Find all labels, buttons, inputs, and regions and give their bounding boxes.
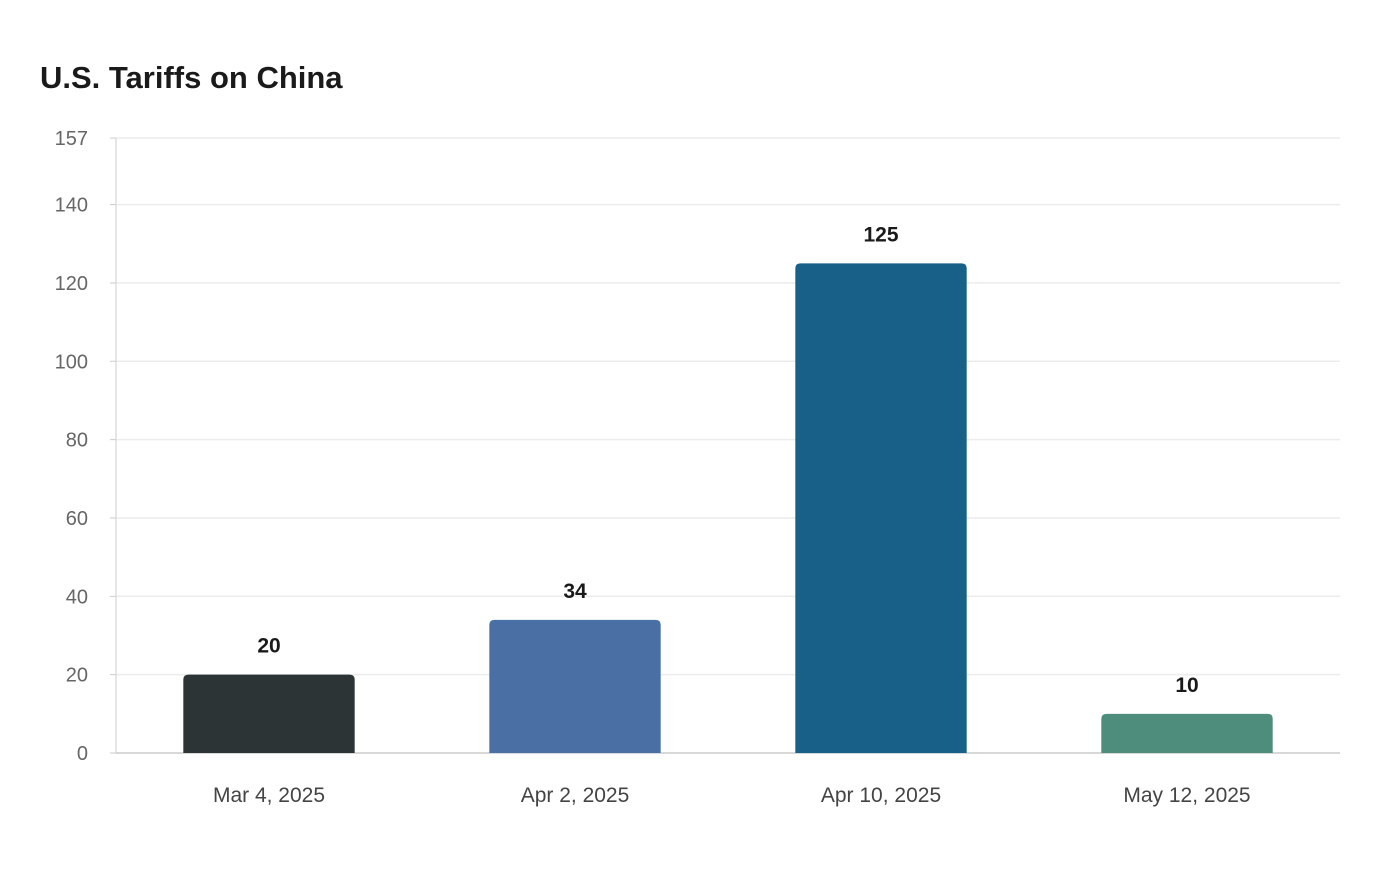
bar-3[interactable] (795, 263, 967, 753)
y-tick-label: 140 (55, 195, 88, 217)
y-tick-label: 120 (55, 273, 88, 295)
axes (115, 138, 1340, 754)
bar-1[interactable] (183, 674, 355, 753)
y-axis-ticks: 0 20 40 60 80 100 120 140 157 (55, 128, 116, 765)
y-tick-label: 40 (66, 586, 88, 608)
bar-value-label: 20 (257, 635, 280, 658)
y-tick-label: 60 (66, 508, 88, 530)
bars (183, 263, 1273, 753)
gridlines (116, 137, 1340, 676)
chart-title: U.S. Tariffs on China (40, 60, 343, 95)
y-tick-label: 80 (66, 430, 88, 452)
bar-value-label: 34 (563, 580, 587, 603)
x-tick-label: Apr 10, 2025 (821, 784, 941, 807)
bar-2[interactable] (489, 619, 661, 753)
y-tick-label: 0 (77, 743, 88, 765)
bar-value-label: 125 (863, 223, 898, 246)
y-tick-label: 100 (55, 351, 88, 373)
y-tick-label: 157 (55, 128, 88, 150)
data-labels: 20 34 125 10 (257, 223, 1198, 696)
x-tick-label: Apr 2, 2025 (521, 784, 630, 807)
y-tick-label: 20 (66, 665, 88, 687)
bar-value-label: 10 (1175, 674, 1198, 697)
x-axis-ticks: Mar 4, 2025 Apr 2, 2025 Apr 10, 2025 May 12… (213, 784, 1251, 807)
bar-4[interactable] (1101, 713, 1273, 753)
x-tick-label: Mar 4, 2025 (213, 784, 325, 807)
x-tick-label: May 12, 2025 (1123, 784, 1250, 807)
